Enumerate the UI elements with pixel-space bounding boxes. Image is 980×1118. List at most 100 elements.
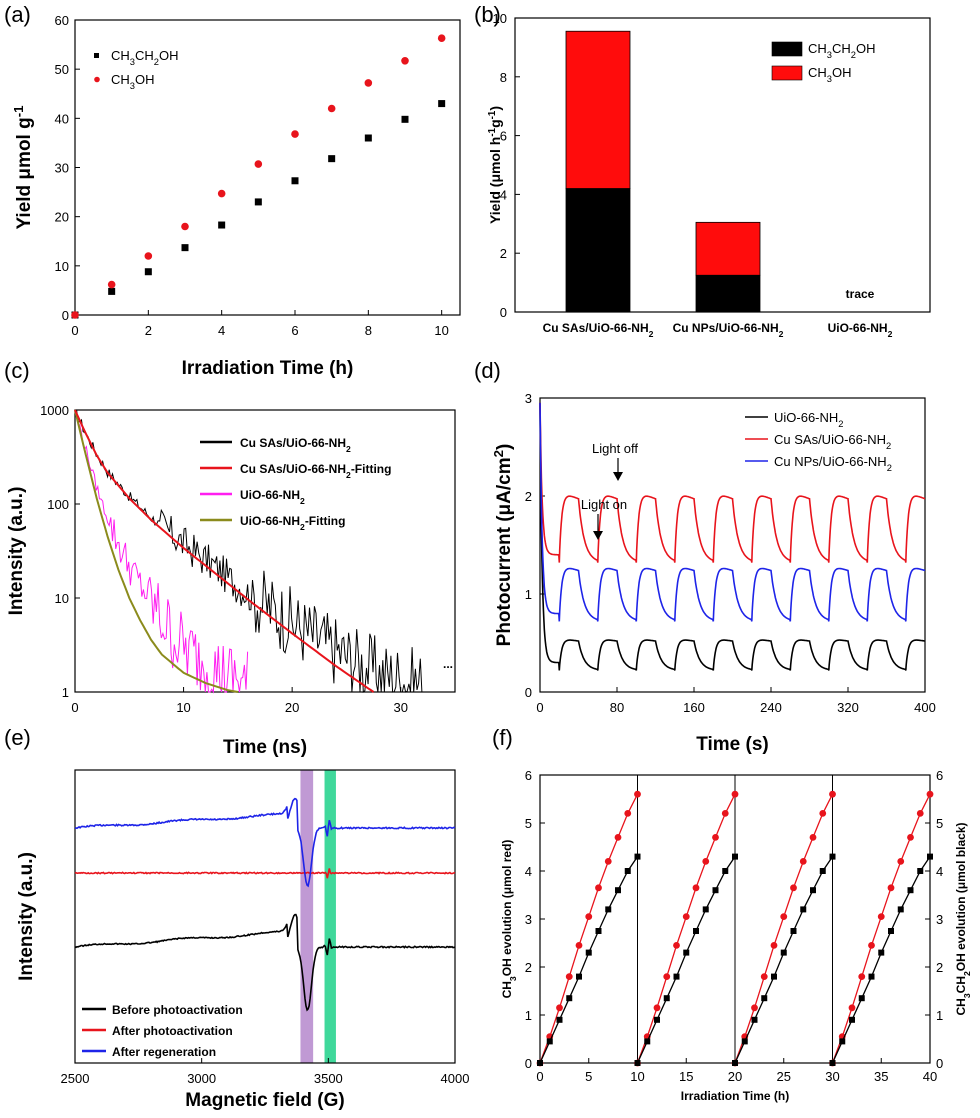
f-point-CH3CH2OH: [702, 906, 709, 913]
f-point-CH3CH2OH: [712, 887, 719, 894]
a-point-CH3CH2OH: [144, 268, 152, 276]
e-legend-label: Before photoactivation: [112, 1003, 243, 1017]
f-point-CH3OH: [565, 973, 573, 980]
f-point-CH3OH: [780, 913, 788, 920]
d-xlabel: Time (s): [696, 734, 769, 755]
f-point-CH3OH: [614, 834, 622, 841]
f-point-CH3CH2OH: [829, 1060, 836, 1066]
f-point-CH3CH2OH: [654, 1016, 660, 1023]
f-point-CH3CH2OH: [585, 949, 592, 956]
f-x-tick-label: 5: [585, 1069, 592, 1084]
f-point-CH3CH2OH: [673, 973, 680, 980]
b-legend-swatch: [771, 41, 803, 57]
f-point-CH3OH: [663, 973, 671, 980]
d-arrowhead-light-off: [613, 472, 623, 481]
a-x-tick-label: 8: [365, 323, 372, 338]
f-y-tick-label: 0: [525, 1056, 532, 1071]
f-point-CH3CH2OH: [839, 1038, 846, 1045]
a-y-tick-label: 60: [55, 13, 69, 28]
f-point-CH3CH2OH: [683, 949, 690, 956]
c-ylabel: Intensity (a.u.): [6, 487, 27, 616]
f-y-tick-label: 2: [525, 960, 532, 975]
d-series-UiO-66-NH2: [539, 402, 925, 671]
f-point-CH3OH: [585, 913, 593, 920]
f-point-CH3OH: [868, 942, 875, 949]
b-y-tick-label: 6: [500, 129, 507, 144]
b-legend-label: CH3CH2OH: [808, 41, 875, 60]
c-legend-label: UiO-66-NH2: [240, 488, 305, 506]
b-category-label: Cu NPs/UiO-66-NH2: [673, 321, 784, 339]
c-legend-label: UiO-66-NH2-Fitting: [240, 514, 345, 532]
a-point-CH3CH2OH: [438, 100, 446, 108]
f-y2-tick-label: 0: [936, 1056, 943, 1071]
panel-label-c: (c): [4, 358, 30, 383]
chart-a: (a) 0 2 4 6 8 10 0 10 20 30 40 50 60 Irradiation Time …: [4, 2, 461, 379]
a-point-CH3CH2OH: [291, 177, 299, 185]
f-series-CH3OH: [636, 793, 736, 1064]
f-point-CH3OH: [926, 790, 934, 798]
e-highlight-band: [324, 770, 336, 1063]
b-annotation-trace: trace: [846, 287, 875, 301]
e-x-tick-label: 3000: [187, 1071, 216, 1086]
a-point-CH3CH2OH: [218, 221, 226, 229]
a-x-tick-label: 2: [145, 323, 152, 338]
d-legend-label: UiO-66-NH2: [774, 410, 844, 429]
f-series-CH3CH2OH: [831, 856, 931, 1064]
a-point-CH3CH2OH: [254, 198, 262, 206]
f-point-CH3CH2OH: [810, 887, 816, 894]
f-point-CH3CH2OH: [761, 995, 768, 1002]
f-point-CH3CH2OH: [556, 1016, 563, 1023]
axes-e: [74, 769, 456, 1064]
d-series-Cu NPs/UiO-66-NH2: [539, 402, 926, 622]
f-point-CH3CH2OH: [634, 853, 641, 860]
f-point-CH3OH: [877, 913, 885, 920]
b-bar-CH3OH: [565, 30, 631, 189]
d-x-tick-label: 320: [837, 700, 859, 715]
f-point-CH3OH: [819, 810, 827, 817]
f-point-CH3OH: [731, 790, 739, 798]
f-point-CH3CH2OH: [878, 949, 885, 956]
a-legend-marker: [94, 76, 100, 83]
f-point-CH3OH: [682, 913, 690, 920]
b-y-tick-label: 8: [500, 70, 507, 85]
f-y-tick-label: 6: [525, 768, 532, 783]
f-point-CH3OH: [702, 858, 710, 865]
f-point-CH3OH: [799, 858, 807, 865]
f-y-tick-label: 1: [525, 1008, 532, 1023]
f-point-CH3OH: [624, 810, 632, 817]
f-point-CH3CH2OH: [605, 906, 612, 913]
b-y-tick-label: 0: [500, 305, 507, 320]
f-point-CH3OH: [858, 973, 866, 980]
f-point-CH3CH2OH: [644, 1038, 651, 1045]
e-series-regen: [74, 797, 456, 888]
d-x-tick-label: 80: [610, 700, 624, 715]
f-point-CH3CH2OH: [790, 928, 797, 934]
c-y-tick-label: 10: [55, 591, 69, 606]
c-x-tick-label: 20: [285, 700, 299, 715]
b-bar-CH3OH: [695, 221, 761, 276]
a-point-CH3OH: [401, 57, 409, 65]
f-point-CH3CH2OH: [634, 1060, 641, 1066]
panel-label-b: (b): [474, 2, 501, 27]
f-ylabel-right: CH3CH2OH evolution (μmol black): [954, 823, 972, 1016]
d-y-tick-label: 3: [525, 391, 532, 406]
f-y-tick-label: 5: [525, 816, 532, 831]
e-ylabel: Intensity (a.u.): [16, 852, 37, 981]
f-point-CH3OH: [916, 810, 924, 817]
a-point-CH3CH2OH: [401, 115, 409, 123]
c-x-tick-label: 30: [393, 700, 407, 715]
b-category-label: UiO-66-NH2: [828, 321, 893, 339]
c-legend-label: Cu SAs/UiO-66-NH2: [240, 436, 351, 454]
a-y-tick-label: 0: [62, 308, 69, 323]
f-point-CH3CH2OH: [732, 1060, 738, 1066]
f-point-CH3CH2OH: [741, 1038, 748, 1045]
e-highlight-band: [300, 770, 314, 1063]
c-series-Cu SAs/UiO-66-NH2: [75, 409, 423, 694]
f-point-CH3CH2OH: [888, 928, 894, 934]
a-legend-marker: [94, 53, 99, 58]
f-point-CH3CH2OH: [693, 928, 699, 934]
f-point-CH3OH: [712, 834, 719, 841]
panel-label-f: (f): [492, 725, 513, 750]
d-series-Cu SAs/UiO-66-NH2: [539, 402, 926, 563]
f-point-CH3OH: [887, 884, 895, 892]
